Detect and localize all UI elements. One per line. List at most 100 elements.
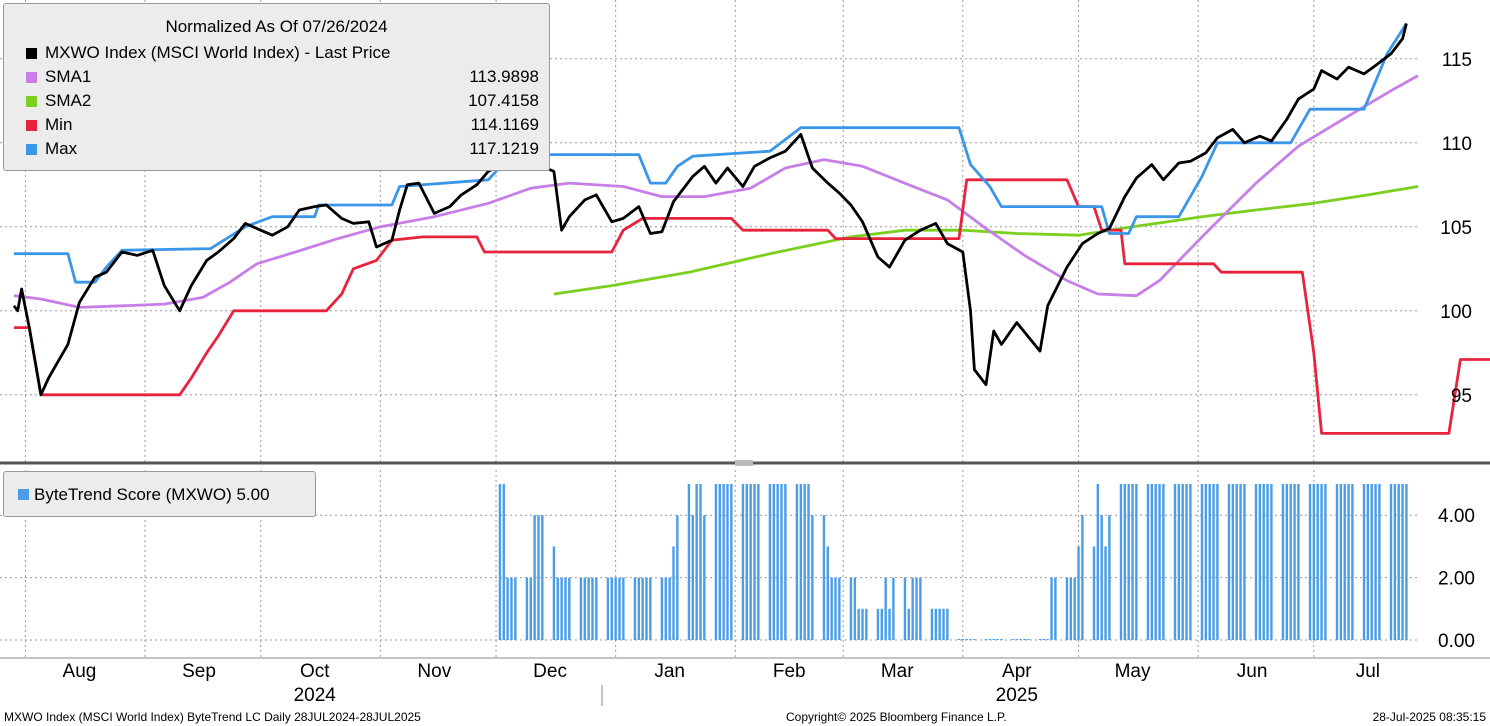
legend-label-score: ByteTrend Score (MXWO) 5.00 (34, 485, 270, 504)
score-bar (664, 577, 667, 640)
score-bar (1266, 484, 1269, 640)
score-bar (1339, 484, 1343, 640)
score-bar (1262, 484, 1265, 640)
score-bar (695, 484, 698, 640)
score-bar (1239, 484, 1242, 640)
score-bar (1285, 484, 1289, 640)
score-bar (1243, 484, 1246, 640)
score-bar (1366, 484, 1370, 640)
score-bar (1042, 639, 1046, 640)
score-bar (1073, 577, 1076, 640)
x-year-label: 2025 (996, 685, 1038, 706)
score-bar (1081, 515, 1084, 640)
score-bar (699, 484, 702, 640)
score-bar (1069, 577, 1073, 640)
score-bar (1235, 484, 1238, 640)
score-bar (1320, 484, 1323, 640)
score-bar (996, 639, 999, 640)
score-bar (1096, 484, 1100, 640)
score-bar (1389, 484, 1393, 640)
footer-left: MXWO Index (MSCI World Index) ByteTrend … (4, 710, 421, 724)
score-bar (934, 608, 938, 640)
score-bar (942, 608, 945, 640)
score-bar (1343, 484, 1346, 640)
score-bar (1119, 484, 1123, 640)
score-bar (1158, 484, 1161, 640)
score-bar (560, 577, 563, 640)
score-bar (838, 577, 841, 640)
score-bar (730, 484, 733, 640)
x-month-label: Jul (1356, 661, 1380, 682)
score-bar (645, 577, 648, 640)
price-y-tick-label: 95 (1451, 386, 1472, 407)
score-bar (1077, 546, 1080, 640)
x-month-label: Sep (182, 661, 216, 682)
score-bar (1104, 546, 1107, 640)
sma1-line (13, 74, 1419, 309)
score-bar (579, 577, 583, 640)
score-bar (514, 577, 517, 640)
score-bar (1127, 484, 1130, 640)
score-bar (1046, 639, 1049, 640)
legend-value-max: 117.1219 (469, 139, 539, 158)
score-bar (965, 639, 968, 640)
score-bar (1227, 484, 1231, 640)
x-month-label: Nov (417, 661, 451, 682)
score-bar (606, 577, 610, 640)
score-bar (1173, 484, 1177, 640)
price-y-tick-label: 110 (1442, 134, 1472, 155)
score-bar (726, 484, 729, 640)
score-bar (1123, 484, 1127, 640)
score-bar (591, 577, 594, 640)
score-bar (541, 515, 544, 640)
score-bar (988, 639, 992, 640)
score-bar (722, 484, 725, 640)
score-bar (969, 639, 972, 640)
score-bar (587, 577, 590, 640)
score-bar (1019, 639, 1022, 640)
score-bar (637, 577, 640, 640)
score-bar (583, 577, 586, 640)
score-bar (741, 484, 745, 640)
price-y-tick-label: 105 (1440, 218, 1472, 239)
score-bar (506, 577, 509, 640)
score-bar (849, 577, 853, 640)
legend-row-sma1: SMA1 113.9898 (4, 65, 549, 89)
min-line (13, 178, 1490, 435)
legend-swatch-score (18, 489, 29, 500)
score-bar (525, 577, 529, 640)
score-bar (876, 608, 880, 640)
x-month-label: Jan (654, 661, 685, 682)
x-month-label: Apr (1002, 661, 1032, 682)
score-bar (1146, 484, 1150, 640)
score-bar (1162, 484, 1165, 640)
score-bar (1185, 484, 1188, 640)
score-bar (556, 577, 559, 640)
score-bar (861, 608, 864, 640)
score-bar (1308, 484, 1312, 640)
score-bar (1378, 484, 1381, 640)
score-bar (564, 577, 567, 640)
score-bar (957, 639, 961, 640)
legend-value-sma1: 113.9898 (469, 67, 539, 86)
score-bar (1135, 484, 1138, 640)
max-line (13, 22, 1408, 284)
score-bar (776, 484, 779, 640)
price-y-tick-label: 115 (1442, 50, 1472, 71)
x-month-label: Oct (300, 661, 330, 682)
score-bar (649, 577, 652, 640)
score-bar (911, 577, 914, 640)
score-bar (595, 577, 598, 640)
score-bar (1015, 639, 1019, 640)
score-bar (749, 484, 752, 640)
legend-value-sma2: 107.4158 (468, 91, 539, 110)
price-y-tick-label: 100 (1440, 302, 1472, 323)
score-bar (1289, 484, 1292, 640)
score-bar (1362, 484, 1366, 640)
score-bar (1316, 484, 1319, 640)
score-bar (610, 577, 613, 640)
score-bar (1150, 484, 1154, 640)
score-bar (919, 577, 922, 640)
legend-row-sma2: SMA2 107.4158 (4, 89, 549, 113)
score-bar (903, 577, 907, 640)
